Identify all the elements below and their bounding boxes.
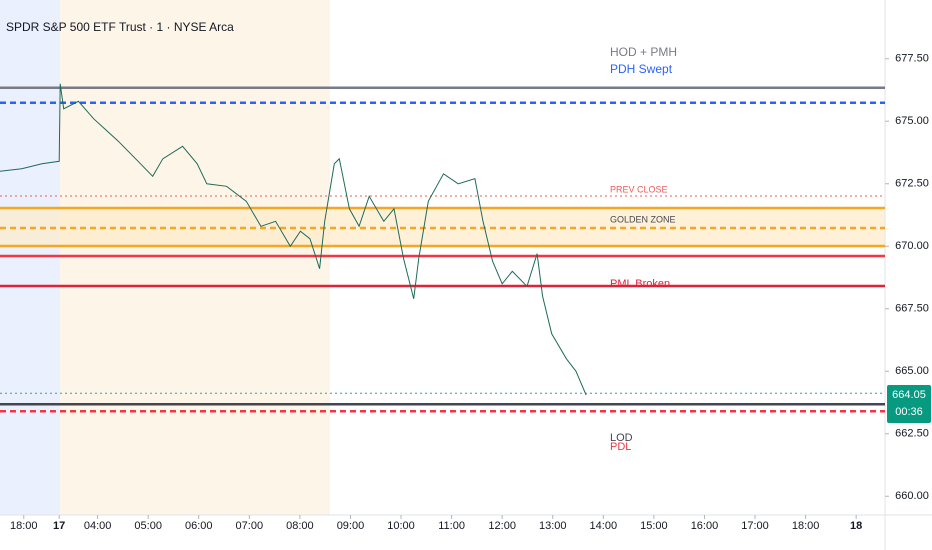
x-tick-label: 08:00 xyxy=(286,520,314,532)
price-line xyxy=(0,83,587,396)
level-label: LOD xyxy=(610,432,633,444)
level-label: PDL xyxy=(610,441,631,453)
x-tick-label: 06:00 xyxy=(185,520,213,532)
level-label: PML Broken xyxy=(610,278,670,290)
x-tick-label: 18:00 xyxy=(10,520,38,532)
x-tick-label: 13:00 xyxy=(539,520,567,532)
level-label: HOD + PMH xyxy=(610,45,677,59)
x-tick-label: 16:00 xyxy=(691,520,719,532)
chart-title: SPDR S&P 500 ETF Trust · 1 · NYSE Arca xyxy=(6,20,234,34)
x-tick-label: 18:00 xyxy=(792,520,820,532)
last-price-label: 664.05 xyxy=(892,389,926,401)
y-tick-label: 667.50 xyxy=(895,303,929,315)
x-tick-label: 14:00 xyxy=(590,520,618,532)
x-tick-label: 05:00 xyxy=(134,520,162,532)
x-tick-label: 15:00 xyxy=(640,520,668,532)
level-label: GOLDEN ZONE xyxy=(610,214,676,224)
y-tick-label: 675.00 xyxy=(895,115,929,127)
last-price-box xyxy=(887,385,931,423)
x-tick-label: 11:00 xyxy=(438,520,465,532)
x-tick-label: 04:00 xyxy=(84,520,112,532)
y-tick-label: 677.50 xyxy=(895,53,929,65)
x-tick-label: 17 xyxy=(53,520,65,532)
premarket-shade xyxy=(60,0,330,515)
x-tick-label: 10:00 xyxy=(387,520,415,532)
level-label: PDH Swept xyxy=(610,62,673,76)
x-tick-label: 17:00 xyxy=(741,520,769,532)
x-tick-label: 09:00 xyxy=(337,520,365,532)
countdown-label: 00:36 xyxy=(895,406,923,418)
y-tick-label: 660.00 xyxy=(895,490,929,502)
x-tick-label: 07:00 xyxy=(236,520,264,532)
y-tick-label: 662.50 xyxy=(895,428,929,440)
y-tick-label: 670.00 xyxy=(895,240,929,252)
x-tick-label: 12:00 xyxy=(488,520,516,532)
y-tick-label: 672.50 xyxy=(895,178,929,190)
y-tick-label: 665.00 xyxy=(895,365,929,377)
x-tick-label: 18 xyxy=(850,520,862,532)
level-label: PREV CLOSE xyxy=(610,184,668,194)
session-shade xyxy=(0,0,60,515)
